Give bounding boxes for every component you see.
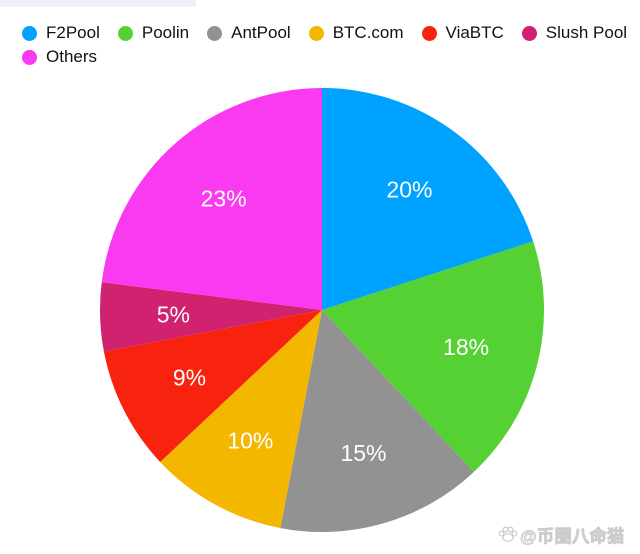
legend-item-slush-pool: Slush Pool (521, 23, 628, 42)
legend-swatch-others (22, 49, 37, 65)
slice-label-viabtc: 9% (173, 365, 206, 391)
slice-label-antpool: 15% (340, 440, 386, 466)
legend-swatch-btc-com (308, 25, 324, 41)
legend-item-poolin: Poolin (117, 23, 190, 42)
legend-item-viabtc: ViaBTC (421, 23, 504, 42)
pie-slice-f2pool (322, 88, 534, 310)
slice-label-slush-pool: 5% (157, 302, 190, 328)
legend-swatch-poolin (117, 25, 133, 41)
watermark-text: @币圈八命猫 (520, 526, 625, 546)
slice-label-others: 23% (201, 185, 247, 211)
legend-label: F2Pool (46, 23, 100, 42)
slice-label-f2pool: 20% (386, 177, 432, 203)
pie-slice-antpool (280, 310, 474, 533)
legend-label: ViaBTC (445, 23, 504, 42)
legend-item-btc-com: BTC.com (308, 23, 404, 42)
top-edge-strip (0, 0, 196, 7)
slice-label-btc-com: 10% (227, 427, 273, 453)
legend-label: Slush Pool (545, 23, 628, 42)
pie-slice-btc-com (160, 310, 322, 529)
legend-swatch-antpool (207, 25, 223, 41)
watermark: @币圈八命猫 (498, 526, 625, 546)
legend-swatch-f2pool (22, 25, 37, 41)
pie-slice-viabtc (103, 310, 323, 462)
legend-item-f2pool: F2Pool (22, 24, 100, 42)
paw-icon (498, 526, 518, 542)
pie-slice-others (101, 88, 322, 310)
legend-item-antpool: AntPool (207, 24, 291, 42)
legend-label: Others (46, 47, 98, 66)
legend-label: Poolin (141, 23, 190, 42)
slice-label-poolin: 18% (443, 334, 489, 360)
pie-slice-slush-pool (99, 282, 322, 352)
legend-label: BTC.com (332, 23, 404, 42)
legend-swatch-viabtc (421, 25, 437, 41)
pie-slice-poolin (322, 241, 544, 472)
chart-legend: F2Pool Poolin AntPool BTC.com ViaBTC Slush Po… (22, 24, 634, 66)
legend-swatch-slush-pool (521, 25, 537, 41)
legend-label: AntPool (231, 23, 291, 42)
legend-item-others: Others (22, 48, 97, 66)
